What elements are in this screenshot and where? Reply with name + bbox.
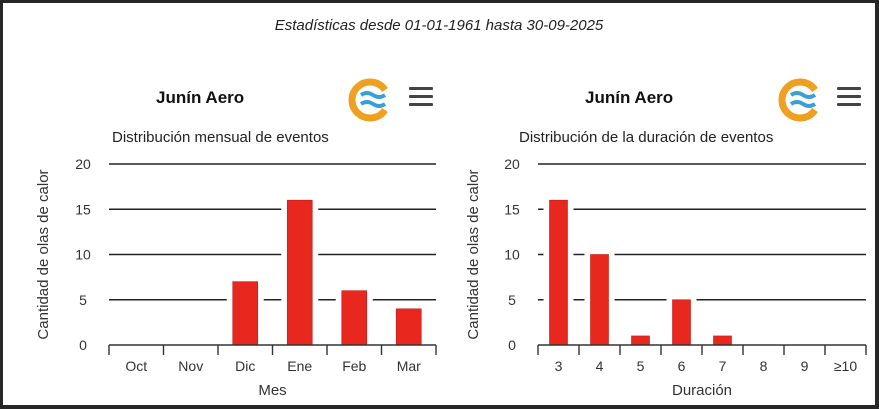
hamburger-line (837, 95, 861, 98)
hamburger-line (409, 95, 433, 98)
hamburger-menu-icon (837, 87, 861, 90)
x-tick-label: Dic (235, 358, 255, 374)
x-tick-label: Oct (125, 358, 147, 374)
hamburger-menu-icon (409, 87, 433, 90)
x-tick-label: 9 (801, 358, 809, 374)
period-header: Estadísticas desde 01-01-1961 hasta 30-0… (274, 17, 604, 34)
bar (341, 290, 368, 346)
bar (713, 335, 732, 346)
chart-subtitle: Distribución de la duración de eventos (519, 129, 774, 146)
bar (286, 199, 313, 346)
bar (590, 254, 609, 346)
x-tick-label: 6 (678, 358, 686, 374)
x-tick-label: 4 (596, 358, 604, 374)
x-tick-label: Feb (342, 358, 366, 374)
station-title: Junín Aero (156, 88, 245, 107)
y-axis-label: Cantidad de olas de calor (465, 169, 482, 339)
hamburger-line (409, 103, 433, 106)
x-tick-label: 3 (555, 358, 563, 374)
x-axis-label: Mes (258, 382, 286, 399)
x-tick-label: Ene (287, 358, 312, 374)
bar (395, 308, 422, 346)
y-tick-label: 0 (508, 337, 516, 353)
y-tick-label: 5 (508, 292, 516, 308)
y-tick-label: 10 (504, 247, 520, 263)
chart-subtitle: Distribución mensual de eventos (112, 129, 329, 146)
station-title: Junín Aero (585, 88, 674, 107)
x-tick-label: 7 (719, 358, 727, 374)
x-tick-label: 5 (637, 358, 645, 374)
bar (631, 335, 650, 346)
y-tick-label: 10 (75, 247, 91, 263)
hamburger-line (837, 103, 861, 106)
y-tick-label: 20 (75, 156, 91, 172)
x-tick-label: 8 (760, 358, 768, 374)
y-tick-label: 5 (79, 292, 87, 308)
y-tick-label: 20 (504, 156, 520, 172)
duration-bar-chart: Cantidad de olas de calor 0 5 10 15 20 3 4 5 6 7 8 9… (465, 156, 867, 399)
chart-menu-button[interactable] (409, 87, 433, 107)
smn-logo-icon (778, 78, 818, 122)
x-tick-label: Mar (397, 358, 421, 374)
smn-logo-icon (348, 78, 388, 122)
stats-frame: Estadísticas desde 01-01-1961 hasta 30-0… (3, 3, 875, 405)
bar (549, 199, 568, 346)
x-tick-label: Nov (178, 358, 203, 374)
y-tick-label: 0 (79, 337, 87, 353)
chart-menu-button[interactable] (837, 87, 861, 107)
y-axis-label: Cantidad de olas de calor (35, 169, 52, 339)
monthly-bar-chart: Cantidad de olas de calor 0 5 10 15 20 Oct Nov D… (35, 156, 437, 399)
y-tick-label: 15 (75, 201, 91, 217)
x-tick-label: ≥10 (834, 358, 857, 374)
bar (672, 299, 691, 346)
y-tick-label: 15 (504, 201, 520, 217)
x-axis-label: Duración (672, 382, 732, 399)
duration-distribution-panel: Junín Aero Distribución de la duración d… (439, 3, 875, 405)
bar (232, 281, 259, 346)
monthly-distribution-panel: Junín Aero Distribución mensual de event… (3, 3, 439, 405)
